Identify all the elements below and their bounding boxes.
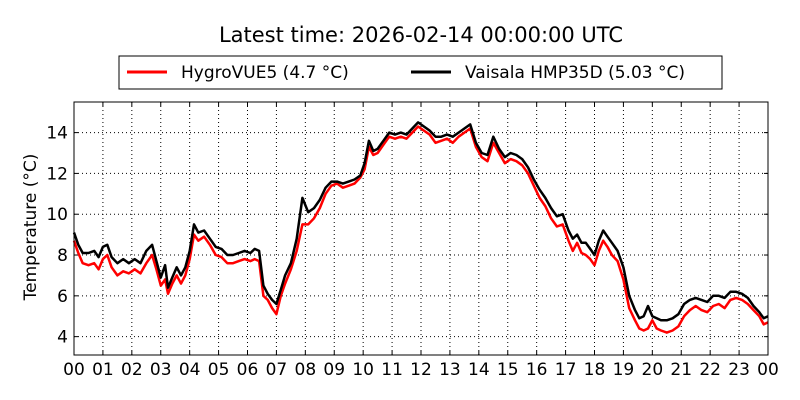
x-tick-label: 01 <box>92 360 114 380</box>
x-tick-label: 11 <box>381 360 403 380</box>
x-tick-label: 14 <box>468 360 490 380</box>
x-tick-label: 19 <box>613 360 635 380</box>
chart-title: Latest time: 2026-02-14 00:00:00 UTC <box>219 23 623 47</box>
x-tick-label: 20 <box>642 360 664 380</box>
plot-frame <box>73 101 769 356</box>
y-tick-label: 4 <box>57 328 68 348</box>
legend-label-hygrovue5: HygroVUE5 (4.7 °C) <box>181 63 349 83</box>
y-tick-label: 14 <box>46 124 68 144</box>
x-tick-label: 05 <box>208 360 230 380</box>
y-tick-label: 10 <box>46 205 68 225</box>
y-axis-label: Temperature (°C) <box>21 154 41 302</box>
x-tick-label: 07 <box>266 360 288 380</box>
x-tick-label: 00 <box>63 360 85 380</box>
x-tick-label: 16 <box>526 360 548 380</box>
x-tick-label: 03 <box>150 360 172 380</box>
x-tick-label: 06 <box>237 360 259 380</box>
y-tick-label: 8 <box>57 246 68 266</box>
y-tick-label: 12 <box>46 164 68 184</box>
y-tick-label: 6 <box>57 287 68 307</box>
x-tick-label: 21 <box>670 360 692 380</box>
x-tick-label: 00 <box>757 360 779 380</box>
x-tick-label: 15 <box>497 360 519 380</box>
x-tick-label: 12 <box>410 360 432 380</box>
x-tick-label: 04 <box>179 360 201 380</box>
series-line-vaisala <box>72 121 769 322</box>
plot-area: 00 01 02 03 04 05 06 07 08 09 10 11 12 13 14 15 16 17 18 19… <box>46 101 779 380</box>
x-tick-label: 02 <box>121 360 143 380</box>
x-tick-label: 23 <box>728 360 750 380</box>
legend: HygroVUE5 (4.7 °C) Vaisala HMP35D (5.03 … <box>118 55 723 90</box>
legend-label-vaisala: Vaisala HMP35D (5.03 °C) <box>465 63 685 83</box>
x-tick-label: 22 <box>699 360 721 380</box>
x-tick-label: 18 <box>584 360 606 380</box>
x-tick-label: 09 <box>323 360 345 380</box>
series-line-hygrovue5 <box>72 125 769 334</box>
x-tick-label: 17 <box>555 360 577 380</box>
x-tick-label: 10 <box>352 360 374 380</box>
x-tick-label: 13 <box>439 360 461 380</box>
x-tick-label: 08 <box>295 360 317 380</box>
